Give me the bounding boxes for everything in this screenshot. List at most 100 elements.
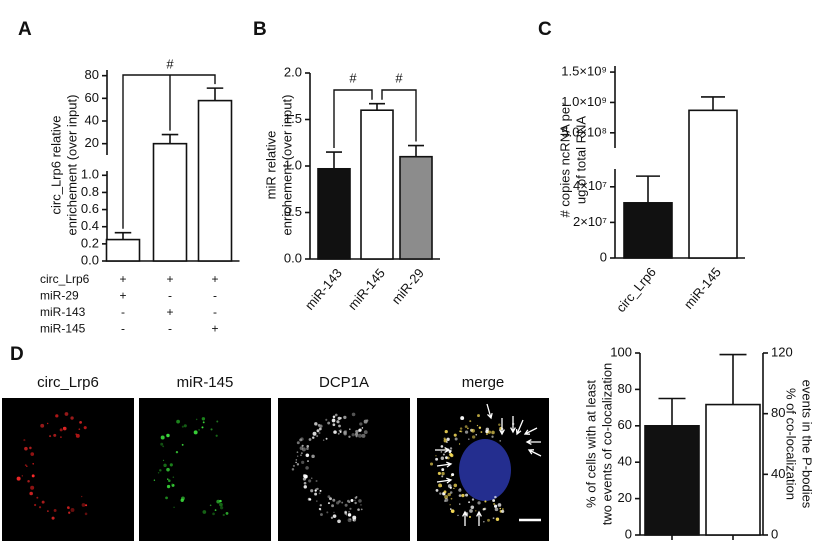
fluorescence-spot: [51, 516, 55, 520]
fluorescence-spot: [349, 428, 351, 430]
fluorescence-spot: [459, 430, 461, 433]
y-tick-label: 1.0: [284, 157, 302, 172]
fluorescence-spot: [181, 443, 184, 446]
fluorescence-spot: [210, 428, 213, 431]
y-axis-label: circ_Lrp6 relative: [48, 116, 63, 215]
arrow: [435, 447, 451, 453]
fluorescence-spot: [348, 435, 351, 438]
error-bar: [719, 353, 747, 405]
fluorescence-spot: [53, 433, 57, 437]
fluorescence-spot: [439, 492, 442, 495]
fluorescence-spot: [337, 416, 341, 421]
arrow: [515, 419, 524, 436]
bracket: [333, 89, 373, 149]
fluorescence-spot: [36, 496, 39, 499]
arrow: [436, 477, 453, 484]
fluorescence-spot: [183, 424, 187, 428]
fluorescence-spot: [296, 451, 299, 454]
fluorescence-spot: [331, 504, 335, 508]
fluorescence-spot: [176, 419, 180, 424]
fluorescence-spot: [160, 435, 165, 440]
fluorescence-spot: [302, 474, 307, 478]
fluorescence-spot: [312, 436, 315, 439]
fluorescence-spot: [467, 427, 469, 430]
fluorescence-spot: [458, 443, 461, 445]
fluorescence-spot: [29, 491, 33, 496]
y-axis-label: % of co-localization: [784, 388, 799, 500]
fluorescence-spot: [449, 447, 453, 450]
fluorescence-spot: [296, 463, 300, 466]
fluorescence-spot: [435, 457, 439, 461]
fluorescence-spot: [471, 428, 475, 433]
fluorescence-spot: [499, 507, 502, 510]
y-axis-label: # copies ncRNA per: [557, 102, 572, 218]
fluorescence-spot: [487, 518, 490, 522]
bar: [688, 109, 738, 259]
fluorescence-spot: [344, 510, 347, 514]
micrograph: [278, 398, 410, 541]
fluorescence-spot: [301, 444, 304, 447]
fluorescence-spot: [310, 489, 314, 493]
fluorescence-spot: [46, 422, 49, 425]
fluorescence-spot: [343, 415, 347, 420]
y-tick-label: 2×10⁷: [573, 214, 607, 229]
y-tick-label: 0: [771, 526, 778, 541]
y-tick-label: 60: [618, 417, 632, 432]
fluorescence-spot: [308, 438, 312, 441]
fluorescence-spot: [159, 469, 162, 472]
fluorescence-spot: [225, 511, 229, 515]
fluorescence-spot: [327, 502, 330, 505]
y-axis-label: enrichement (over input): [64, 95, 79, 236]
row-cell: -: [213, 289, 217, 303]
fluorescence-spot: [361, 427, 364, 429]
x-tick-label: miR-29: [389, 265, 427, 307]
fluorescence-spot: [198, 429, 200, 431]
fluorescence-spot: [351, 433, 355, 437]
y-tick-label: 100: [610, 344, 632, 359]
fluorescence-spot: [202, 510, 207, 514]
fluorescence-spot: [440, 445, 444, 448]
fluorescence-spot: [319, 513, 323, 516]
y-tick-label: 1.5: [284, 111, 302, 126]
fluorescence-spot: [160, 442, 164, 446]
fluorescence-spot: [358, 428, 362, 432]
row-cell: +: [211, 321, 218, 335]
fluorescence-spot: [454, 437, 458, 441]
fluorescence-spot: [449, 452, 453, 457]
fluorescence-spot: [360, 508, 363, 511]
fluorescence-spot: [301, 447, 306, 452]
y-tick-label: 1.5×10⁹: [561, 64, 607, 79]
fluorescence-spot: [450, 509, 455, 514]
fluorescence-spot: [315, 479, 318, 483]
fluorescence-spot: [319, 489, 322, 492]
fluorescence-spot: [166, 433, 170, 438]
fluorescence-spot: [494, 504, 498, 508]
fluorescence-spot: [354, 496, 357, 499]
fluorescence-spot: [501, 509, 505, 513]
fluorescence-spot: [332, 423, 336, 427]
fluorescence-spot: [487, 430, 492, 434]
fluorescence-spot: [16, 476, 21, 481]
fluorescence-spot: [363, 430, 368, 435]
y-tick-label: 0.8: [81, 184, 99, 199]
fluorescence-spot: [314, 422, 318, 426]
bar: [152, 142, 188, 262]
fluorescence-spot: [460, 416, 465, 421]
fluorescence-spot: [78, 428, 81, 431]
fluorescence-spot: [357, 433, 362, 438]
fluorescence-spot: [447, 492, 451, 497]
fluorescence-spot: [358, 499, 362, 503]
fluorescence-spot: [450, 497, 453, 500]
fluorescence-spot: [291, 468, 295, 471]
y-tick-label: 1.0×10⁹: [561, 94, 607, 109]
fluorescence-spot: [352, 515, 357, 520]
fluorescence-spot: [477, 501, 481, 505]
row-label: miR-29: [40, 289, 79, 303]
fluorescence-spot: [318, 507, 322, 511]
fluorescence-spot: [316, 434, 319, 438]
fluorescence-spot: [296, 455, 299, 457]
fluorescence-spot: [440, 485, 443, 487]
fluorescence-spot: [209, 504, 212, 507]
fluorescence-spot: [162, 459, 165, 462]
fluorescence-spot: [167, 478, 169, 480]
